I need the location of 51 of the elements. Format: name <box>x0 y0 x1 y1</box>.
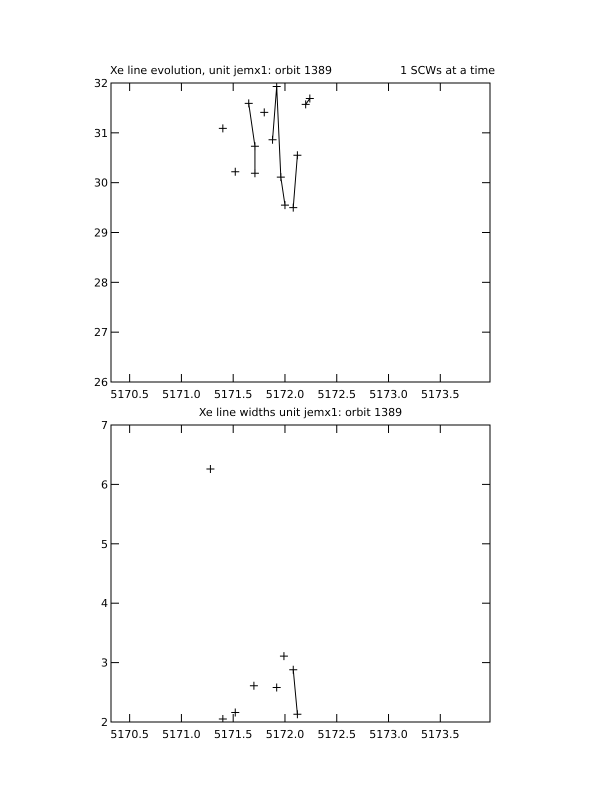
point <box>292 150 302 160</box>
point <box>230 167 240 176</box>
x-tick-label: 5171.5 <box>214 388 252 401</box>
x-tick-label: 5172.5 <box>317 388 356 401</box>
x-tick-label: 5173.0 <box>369 728 408 741</box>
x-tick-label: 5173.5 <box>421 728 460 741</box>
y-tick-label: 28 <box>94 276 108 290</box>
point <box>268 135 278 144</box>
point <box>250 142 260 151</box>
point <box>280 200 290 210</box>
point <box>218 714 228 722</box>
point <box>279 652 288 661</box>
x-tick-label: 5170.5 <box>110 728 149 741</box>
x-tick-label: 5171.0 <box>162 728 201 741</box>
chart-title: Xe line widths unit jemx1: orbit 1389 <box>198 406 402 419</box>
x-tick-label: 5173.0 <box>369 388 408 401</box>
point <box>288 203 298 212</box>
y-tick-label: 6 <box>101 478 108 492</box>
x-tick-label: 5172.5 <box>317 728 356 741</box>
point <box>288 665 298 674</box>
chart-title: Xe line evolution, unit jemx1: orbit 1389 <box>110 64 332 77</box>
point <box>272 83 282 91</box>
y-tick-label: 7 <box>101 419 108 432</box>
point <box>260 108 269 117</box>
y-tick-label: 31 <box>94 126 108 140</box>
x-tick-label: 5171.5 <box>214 728 252 741</box>
y-tick-label: 5 <box>101 538 108 551</box>
y-tick-label: 3 <box>101 656 108 670</box>
point <box>301 100 310 109</box>
x-tick-label: 5172.0 <box>266 728 304 741</box>
y-tick-label: 30 <box>94 176 108 190</box>
point <box>206 464 215 474</box>
y-tick-label: 32 <box>94 77 108 90</box>
chart-subtitle: 1 SCWs at a time <box>400 64 496 77</box>
y-tick-label: 27 <box>94 326 108 340</box>
point <box>292 710 302 719</box>
point <box>249 681 258 690</box>
point <box>276 172 286 182</box>
point <box>250 168 260 178</box>
y-tick-label: 26 <box>94 376 108 389</box>
x-tick-label: 5171.0 <box>162 388 201 401</box>
x-tick-label: 5172.0 <box>266 388 304 401</box>
point <box>244 98 254 108</box>
x-tick-label: 5170.5 <box>110 388 149 401</box>
y-tick-label: 2 <box>101 716 108 729</box>
point <box>272 683 282 692</box>
point <box>218 124 228 133</box>
y-tick-label: 4 <box>101 597 108 610</box>
y-tick-label: 29 <box>94 226 108 240</box>
x-tick-label: 5173.5 <box>421 388 460 401</box>
point <box>305 94 314 103</box>
